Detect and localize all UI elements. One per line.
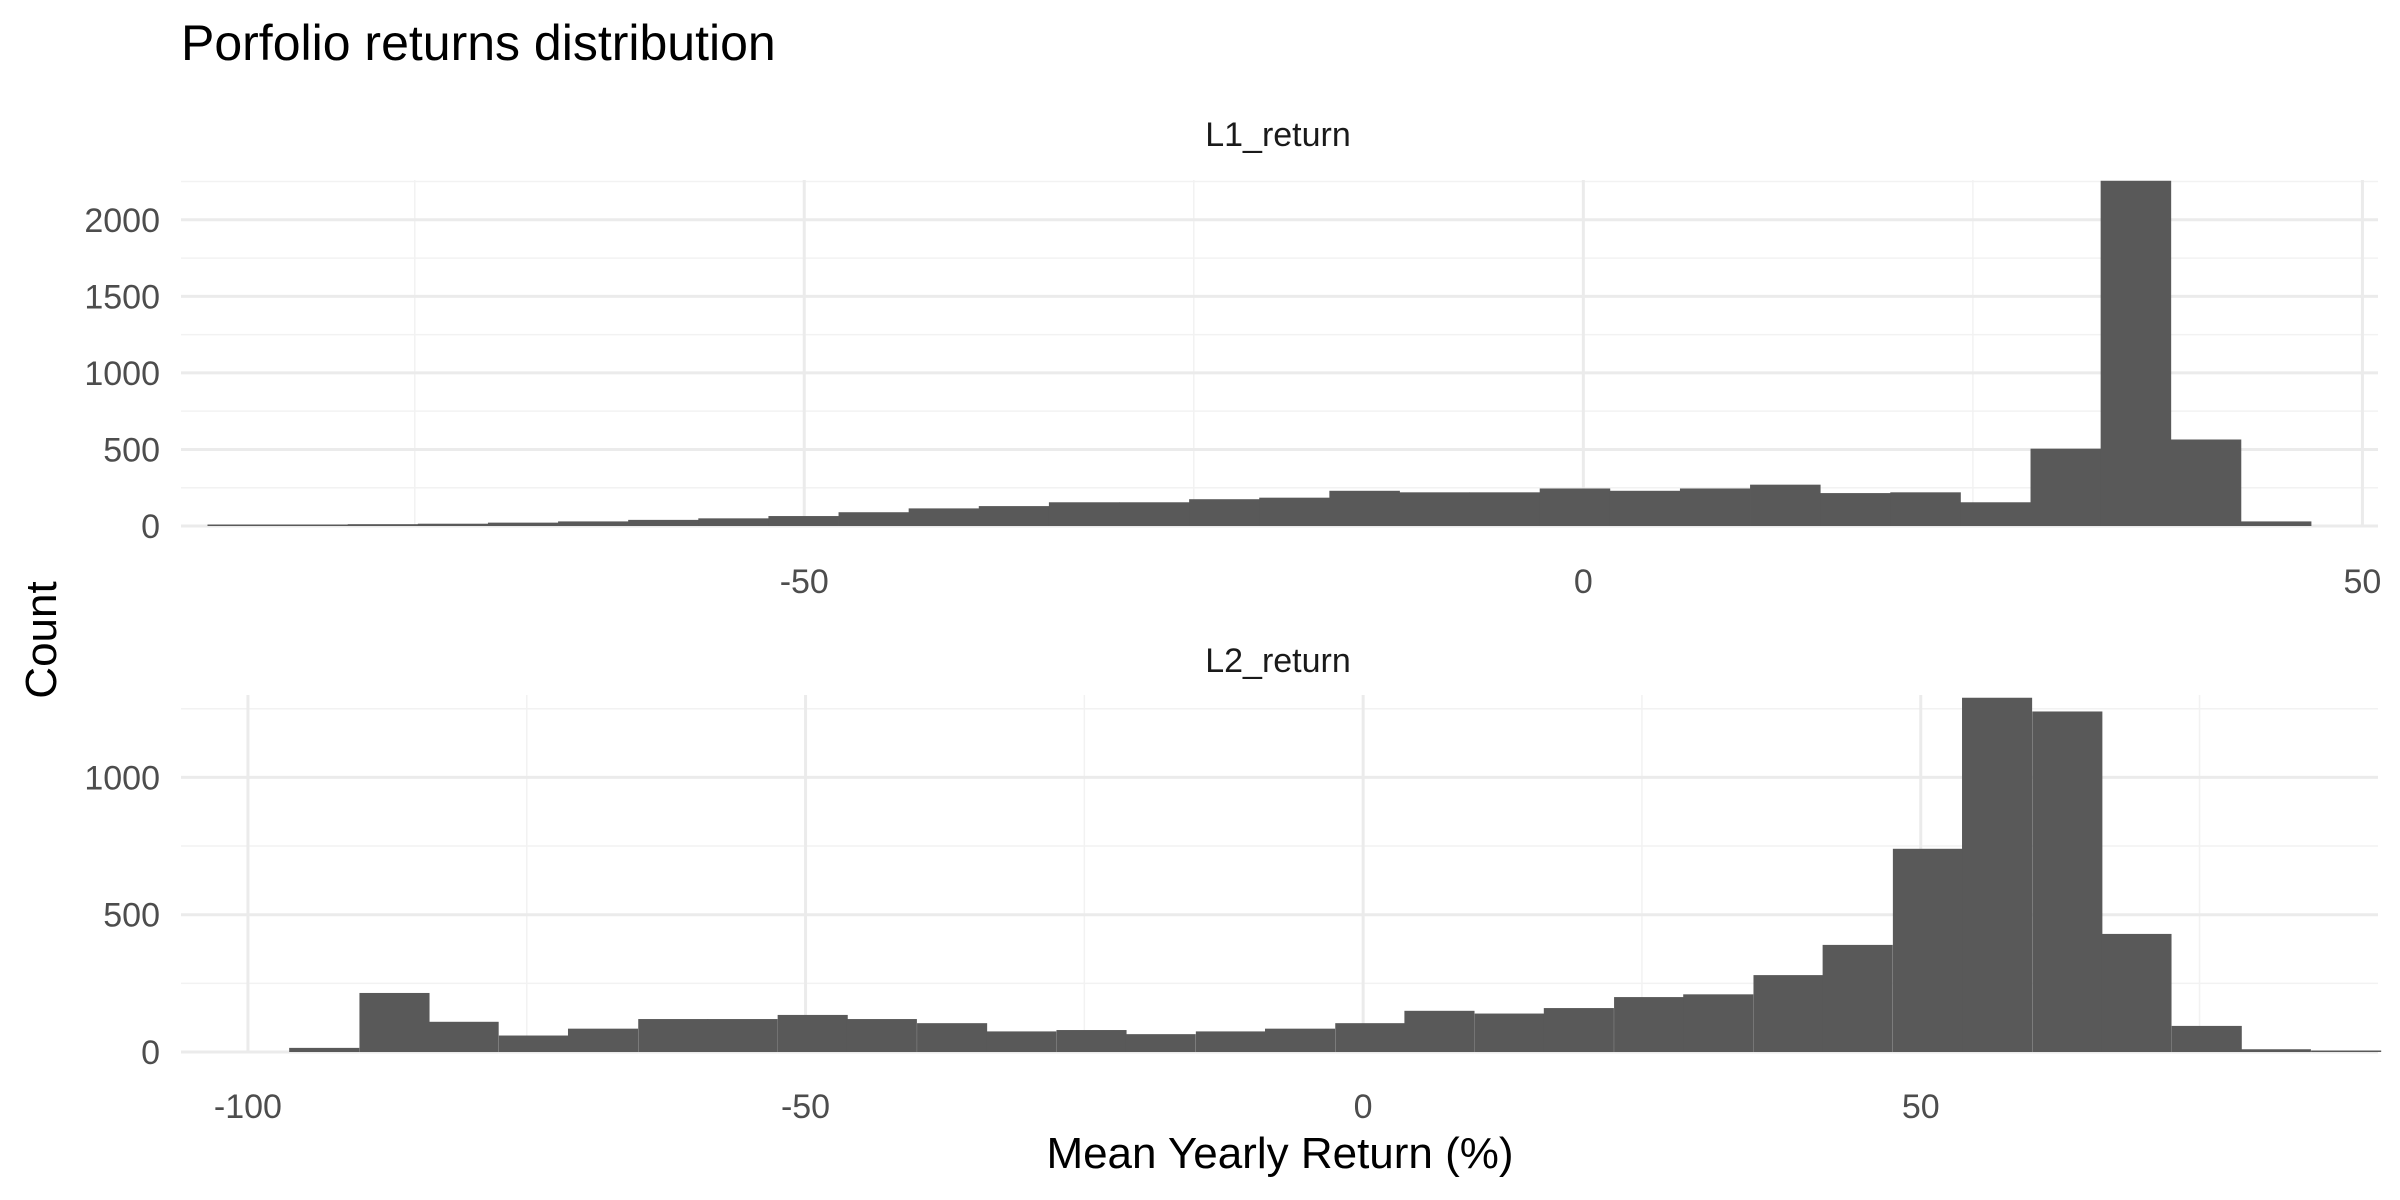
histogram-bar xyxy=(1469,492,1541,526)
histogram-bar xyxy=(908,508,980,526)
y-tick-labels: 0 500 1000 xyxy=(84,759,160,1072)
histogram-bar xyxy=(917,1023,988,1052)
histogram-bar xyxy=(1119,502,1190,526)
y-tick-label: 0 xyxy=(141,1034,160,1072)
histogram-bar xyxy=(1960,502,2031,526)
histogram-bar xyxy=(359,992,430,1052)
y-axis-title: Count xyxy=(17,581,66,698)
histogram-bar xyxy=(428,1021,499,1052)
histogram-bar xyxy=(1259,497,1330,526)
histogram-bar xyxy=(1890,492,1961,526)
histogram-bar xyxy=(2170,439,2242,526)
histogram-bar xyxy=(1820,493,1891,526)
y-tick-label: 1000 xyxy=(84,759,160,797)
histogram-bar xyxy=(498,1035,569,1052)
histogram-bar xyxy=(838,512,910,526)
histogram-bar xyxy=(487,522,559,526)
histogram-bar xyxy=(1822,944,1893,1052)
histogram-bar xyxy=(1614,997,1685,1052)
x-tick-label: 50 xyxy=(1902,1088,1940,1126)
histogram-bar xyxy=(1399,492,1470,526)
histogram-bar xyxy=(1056,1030,1127,1052)
histogram-bar xyxy=(707,1019,778,1052)
y-tick-label: 2000 xyxy=(84,202,160,240)
y-tick-label: 500 xyxy=(103,897,160,935)
panel-strip-label: L2_return xyxy=(1205,642,1351,680)
histogram-bar xyxy=(1892,848,1963,1052)
histogram-bar xyxy=(1539,488,1611,526)
y-tick-label: 1500 xyxy=(84,278,160,316)
panel-l2-return: L2_return -100 -50 0 50 0 500 1000 xyxy=(84,642,2382,1126)
histogram-bar xyxy=(417,523,489,526)
x-tick-label: 0 xyxy=(1354,1088,1373,1126)
histogram-bar xyxy=(2240,1049,2311,1052)
histogram-bar xyxy=(1474,1013,1545,1052)
histogram-bar xyxy=(289,1047,360,1052)
histogram-bar xyxy=(1404,1010,1475,1052)
histogram-bar xyxy=(1048,502,1120,526)
histogram-bar xyxy=(1543,1008,1614,1052)
x-tick-labels: -100 -50 0 50 xyxy=(214,1088,1940,1126)
histogram-bar xyxy=(777,1014,848,1052)
histogram-bar xyxy=(558,521,629,526)
y-tick-label: 0 xyxy=(141,508,160,546)
histogram-bar xyxy=(1125,1034,1196,1052)
y-tick-label: 1000 xyxy=(84,355,160,393)
x-tick-label: -50 xyxy=(781,1088,830,1126)
y-tick-labels: 0 500 1000 1500 2000 xyxy=(84,202,160,546)
histogram-bar xyxy=(628,519,699,526)
histogram-bar xyxy=(1750,484,1821,526)
histogram-bar xyxy=(1335,1023,1406,1052)
histogram-bar xyxy=(1189,499,1260,526)
histogram-bar xyxy=(2311,1050,2382,1052)
panel-l1-return: L1_return -50 0 50 0 500 1000 1500 2000 xyxy=(84,116,2381,601)
histogram-bar xyxy=(277,524,349,526)
histogram-bar xyxy=(1195,1031,1266,1052)
histogram-bar xyxy=(1265,1028,1336,1052)
x-tick-label: -100 xyxy=(214,1088,282,1126)
x-axis-title: Mean Yearly Return (%) xyxy=(1046,1129,1513,1178)
histogram-bar xyxy=(1679,488,1751,526)
panel-bars xyxy=(207,180,2312,526)
histogram-bar xyxy=(347,524,419,526)
histogram-bar xyxy=(1609,490,1681,526)
panel-strip-label: L1_return xyxy=(1205,116,1351,154)
histogram-bar xyxy=(207,524,279,526)
histogram-bar xyxy=(2032,711,2103,1052)
histogram-bar xyxy=(2240,521,2312,526)
histogram-bar xyxy=(2030,448,2102,526)
histogram-bar xyxy=(978,506,1050,526)
x-tick-label: 0 xyxy=(1574,563,1593,601)
x-tick-labels: -50 0 50 xyxy=(780,563,2382,601)
histogram-bar xyxy=(2101,933,2172,1052)
histogram-bar xyxy=(638,1019,709,1052)
chart-title: Porfolio returns distribution xyxy=(181,15,776,71)
histogram-bar xyxy=(1962,697,2033,1052)
histogram-bar xyxy=(567,1028,639,1052)
histogram-bar xyxy=(1753,975,1824,1052)
histogram-bar xyxy=(986,1031,1057,1052)
y-tick-label: 500 xyxy=(103,431,160,469)
histogram-bar xyxy=(698,518,769,526)
x-tick-label: 50 xyxy=(2344,563,2382,601)
histogram-bar xyxy=(2171,1025,2242,1052)
histogram-bar xyxy=(1329,490,1400,526)
histogram-bar xyxy=(2100,180,2172,526)
x-tick-label: -50 xyxy=(780,563,829,601)
histogram-bar xyxy=(1683,994,1754,1052)
histogram-bar xyxy=(846,1019,917,1052)
histogram-bar xyxy=(768,516,839,526)
panel-bars xyxy=(289,697,2382,1052)
